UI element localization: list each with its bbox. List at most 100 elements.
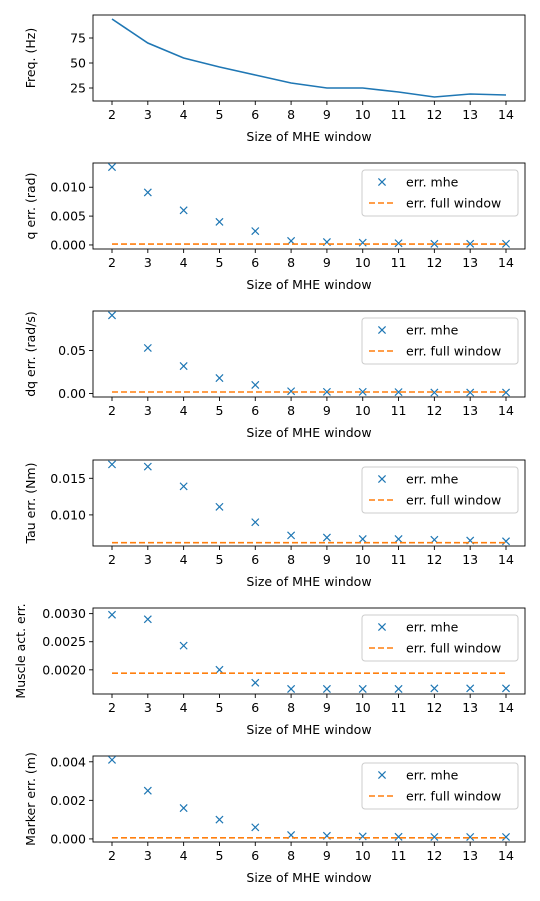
y-tick-label: 0.015 bbox=[50, 471, 86, 486]
y-tick-label: 0.0025 bbox=[42, 634, 86, 649]
legend-label: err. mhe bbox=[406, 768, 459, 783]
x-tick-label: 4 bbox=[180, 255, 188, 270]
x-tick-label: 6 bbox=[251, 700, 259, 715]
data-point-x-marker bbox=[359, 239, 366, 246]
x-tick-label: 5 bbox=[215, 255, 223, 270]
y-axis-label: dq err. (rad/s) bbox=[23, 311, 38, 397]
data-point-x-marker bbox=[359, 833, 366, 840]
data-point-x-marker bbox=[323, 685, 330, 692]
y-tick-label: 0.000 bbox=[50, 237, 86, 252]
y-tick-label: 0.002 bbox=[50, 793, 86, 808]
x-tick-label: 13 bbox=[462, 848, 478, 863]
x-tick-label: 11 bbox=[391, 107, 407, 122]
x-tick-label: 3 bbox=[144, 403, 152, 418]
x-tick-label: 12 bbox=[426, 700, 442, 715]
x-tick-label: 12 bbox=[426, 107, 442, 122]
legend-label: err. mhe bbox=[406, 175, 459, 190]
x-tick-label: 6 bbox=[251, 107, 259, 122]
x-axis-label: Size of MHE window bbox=[246, 425, 371, 440]
data-point-x-marker bbox=[502, 685, 509, 692]
data-point-x-marker bbox=[359, 535, 366, 542]
data-point-x-marker bbox=[431, 833, 438, 840]
x-axis-label: Size of MHE window bbox=[246, 574, 371, 589]
x-tick-label: 5 bbox=[215, 848, 223, 863]
x-tick-label: 4 bbox=[180, 552, 188, 567]
data-point-x-marker bbox=[144, 189, 151, 196]
x-tick-label: 4 bbox=[180, 107, 188, 122]
legend: err. mhe err. full window bbox=[362, 615, 518, 661]
x-axis-label: Size of MHE window bbox=[246, 129, 371, 144]
x-tick-label: 10 bbox=[355, 848, 371, 863]
subplot-4: 2 3 4 5 6 8 9 10 11 12 13 14 0.010 0.015 Size of MHE w… bbox=[23, 460, 525, 589]
legend: err. mhe err. full window bbox=[362, 318, 518, 364]
data-point-x-marker bbox=[216, 218, 223, 225]
data-point-x-marker bbox=[144, 787, 151, 794]
x-tick-label: 2 bbox=[108, 700, 116, 715]
y-tick-label: 0.0030 bbox=[42, 606, 86, 621]
y-axis-label: Marker err. (m) bbox=[23, 752, 38, 846]
y-tick-label: 0.004 bbox=[50, 754, 86, 769]
x-tick-label: 8 bbox=[287, 700, 295, 715]
data-point-x-marker bbox=[502, 538, 509, 545]
data-point-x-marker bbox=[108, 756, 115, 763]
legend-label: err. full window bbox=[406, 344, 501, 359]
x-tick-label: 6 bbox=[251, 255, 259, 270]
x-tick-label: 9 bbox=[323, 848, 331, 863]
x-tick-label: 14 bbox=[498, 255, 514, 270]
data-point-x-marker bbox=[180, 207, 187, 214]
x-tick-label: 8 bbox=[287, 552, 295, 567]
data-point-x-marker bbox=[467, 685, 474, 692]
data-point-x-marker bbox=[252, 519, 259, 526]
data-point-x-marker bbox=[252, 381, 259, 388]
x-tick-label: 13 bbox=[462, 700, 478, 715]
data-point-x-marker bbox=[216, 816, 223, 823]
data-point-x-marker bbox=[287, 685, 294, 692]
x-tick-label: 8 bbox=[287, 255, 295, 270]
x-tick-label: 2 bbox=[108, 848, 116, 863]
x-tick-label: 8 bbox=[287, 403, 295, 418]
x-axis-label: Size of MHE window bbox=[246, 870, 371, 885]
x-tick-label: 9 bbox=[323, 700, 331, 715]
subplot-1: 2 3 4 5 6 8 9 10 11 12 13 14 25 50 75 Size of MHE windo… bbox=[23, 15, 525, 144]
data-point-x-marker bbox=[144, 463, 151, 470]
data-point-x-marker bbox=[502, 833, 509, 840]
legend-label: err. mhe bbox=[406, 620, 459, 635]
x-axis-label: Size of MHE window bbox=[246, 277, 371, 292]
x-tick-label: 14 bbox=[498, 403, 514, 418]
y-tick-label: 0.010 bbox=[50, 507, 86, 522]
data-point-x-marker bbox=[287, 532, 294, 539]
x-tick-label: 12 bbox=[426, 403, 442, 418]
subplot-6: 2 3 4 5 6 8 9 10 11 12 13 14 0.000 0.002 0.004 Size of … bbox=[23, 752, 525, 885]
legend-label: err. mhe bbox=[406, 472, 459, 487]
x-tick-label: 10 bbox=[355, 700, 371, 715]
legend-label: err. full window bbox=[406, 641, 501, 656]
y-tick-label: 25 bbox=[70, 81, 86, 96]
y-axis-label: Tau err. (Nm) bbox=[23, 463, 38, 545]
x-tick-label: 12 bbox=[426, 848, 442, 863]
data-point-x-marker bbox=[359, 685, 366, 692]
x-tick-label: 6 bbox=[251, 848, 259, 863]
data-point-x-marker bbox=[395, 535, 402, 542]
data-point-x-marker bbox=[180, 362, 187, 369]
series-line bbox=[112, 19, 506, 97]
axes-frame bbox=[93, 15, 525, 101]
x-tick-label: 11 bbox=[391, 255, 407, 270]
data-point-x-marker bbox=[108, 312, 115, 319]
x-tick-label: 13 bbox=[462, 255, 478, 270]
data-point-x-marker bbox=[395, 685, 402, 692]
y-axis-label: Muscle act. err. bbox=[13, 603, 28, 698]
x-tick-label: 10 bbox=[355, 107, 371, 122]
legend: err. mhe err. full window bbox=[362, 170, 518, 216]
y-axis-label: q err. (rad) bbox=[23, 173, 38, 240]
data-point-x-marker bbox=[467, 833, 474, 840]
x-tick-label: 2 bbox=[108, 552, 116, 567]
x-tick-label: 5 bbox=[215, 107, 223, 122]
y-tick-label: 0.05 bbox=[58, 343, 86, 358]
x-tick-label: 3 bbox=[144, 700, 152, 715]
x-tick-label: 14 bbox=[498, 700, 514, 715]
data-point-x-marker bbox=[216, 503, 223, 510]
data-point-x-marker bbox=[108, 611, 115, 618]
x-tick-label: 10 bbox=[355, 255, 371, 270]
x-tick-label: 3 bbox=[144, 848, 152, 863]
data-point-x-marker bbox=[144, 616, 151, 623]
